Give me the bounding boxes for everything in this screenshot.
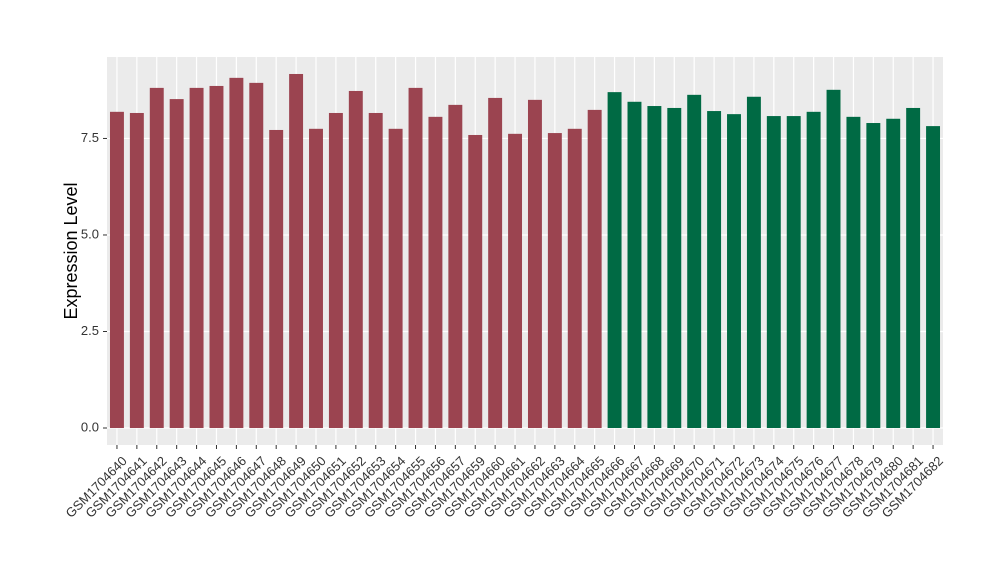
bar <box>289 73 304 429</box>
bar <box>886 118 901 429</box>
bar <box>209 85 224 429</box>
bar <box>448 104 463 429</box>
bar <box>109 111 124 429</box>
bar <box>766 116 781 429</box>
bar <box>488 97 503 429</box>
bar <box>647 106 662 429</box>
bar <box>408 87 423 429</box>
bar <box>328 112 343 429</box>
bar <box>309 128 323 429</box>
bar <box>806 111 821 429</box>
y-tick-label: 7.5 <box>81 130 99 145</box>
y-tick-label: 0.0 <box>81 419 99 434</box>
bar <box>249 82 264 429</box>
bar <box>667 107 682 429</box>
bar <box>707 111 722 429</box>
bar <box>727 114 741 429</box>
bar <box>547 133 562 429</box>
y-tick-label: 2.5 <box>81 323 99 338</box>
bar <box>826 89 841 429</box>
y-axis-title: Expression Level <box>61 182 81 319</box>
bar <box>587 109 602 429</box>
bar <box>169 99 184 429</box>
bar <box>508 133 523 429</box>
bar <box>567 128 582 429</box>
bar <box>846 116 861 429</box>
bar <box>368 112 383 429</box>
bar <box>149 87 164 429</box>
bar <box>468 134 483 429</box>
bar <box>269 129 284 429</box>
bar <box>926 126 941 429</box>
bar <box>607 92 622 429</box>
bar <box>527 99 542 429</box>
plot-panel <box>107 57 943 445</box>
bar <box>189 87 204 429</box>
bar <box>388 128 403 429</box>
bar <box>627 101 642 429</box>
bar <box>129 112 144 429</box>
bar <box>866 123 881 429</box>
bar <box>229 77 244 429</box>
bar <box>348 90 363 429</box>
bar <box>687 94 702 429</box>
bar <box>746 96 761 429</box>
bar <box>906 107 921 429</box>
y-tick-label: 5.0 <box>81 226 99 241</box>
bar <box>428 116 443 429</box>
bar <box>786 116 801 429</box>
